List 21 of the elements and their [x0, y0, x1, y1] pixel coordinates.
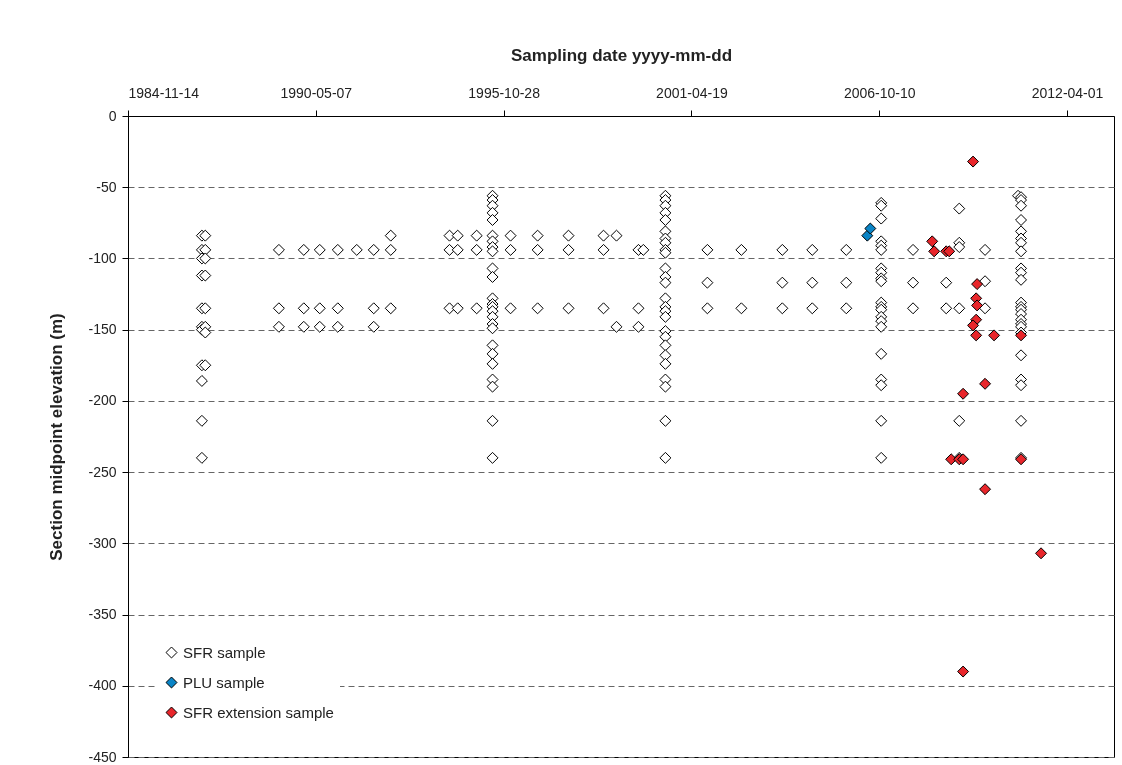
legend-label: SFR sample [183, 643, 266, 661]
y-tick-label: -350 [88, 606, 117, 623]
x-axis-title: Sampling date yyyy-mm-dd [510, 45, 733, 65]
y-tick-label: -200 [88, 392, 117, 409]
legend-label: PLU sample [183, 673, 265, 691]
y-tick-label: -300 [88, 534, 117, 551]
x-tick-label: 1984-11-14 [128, 84, 200, 101]
y-tick-label: 0 [108, 107, 117, 124]
x-tick-label: 1995-10-28 [468, 84, 541, 101]
x-tick-label: 2006-10-10 [843, 84, 916, 101]
y-tick-label: -250 [88, 463, 117, 480]
y-axis-title: Section midpoint elevation (m) [47, 313, 67, 561]
x-tick-label: 2012-04-01 [1031, 84, 1104, 101]
y-tick-label: -150 [88, 321, 117, 338]
y-tick-label: -450 [88, 748, 117, 765]
y-tick-label: -400 [88, 677, 117, 694]
legend-label: SFR extension sample [183, 703, 334, 721]
y-tick-label: -50 [96, 178, 117, 195]
x-tick-label: 1990-05-07 [280, 84, 353, 101]
y-tick-label: -100 [88, 249, 117, 266]
x-tick-label: 2001-04-19 [656, 84, 728, 101]
